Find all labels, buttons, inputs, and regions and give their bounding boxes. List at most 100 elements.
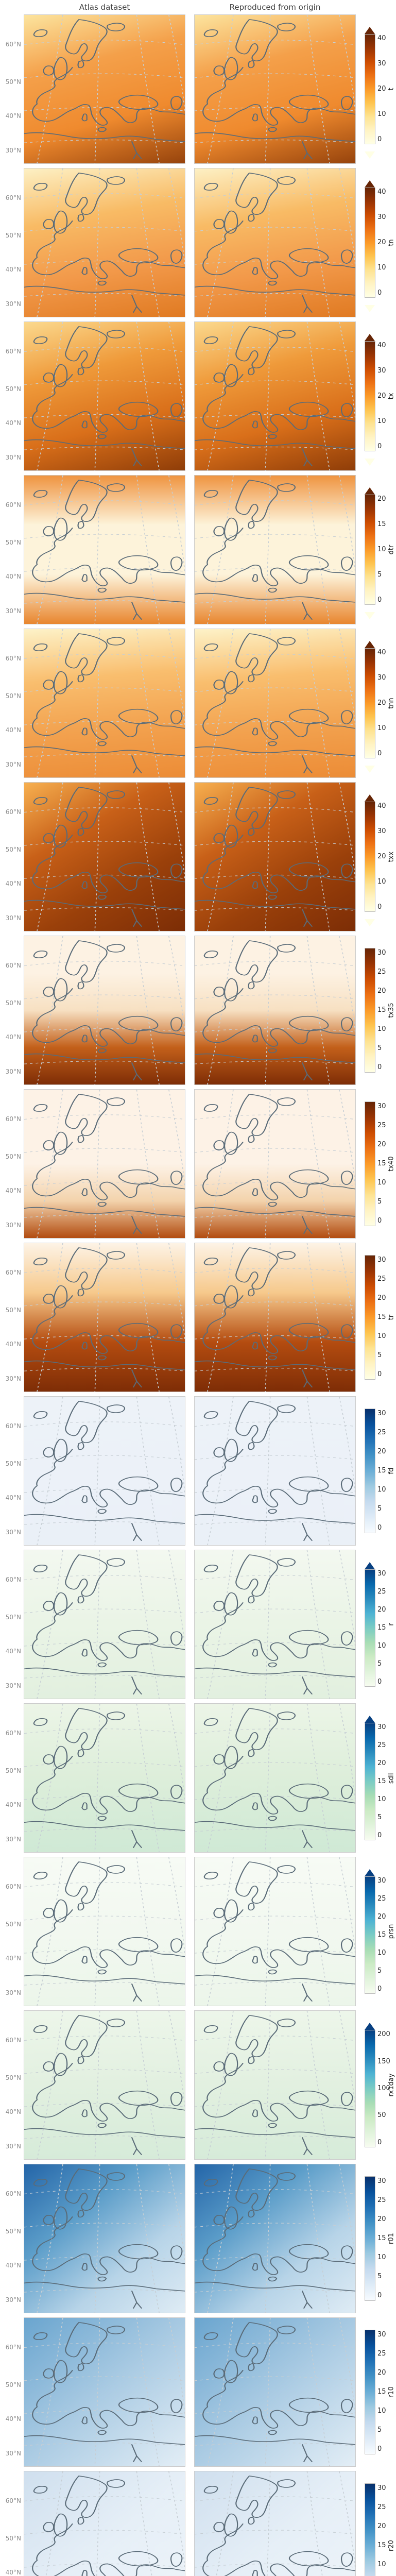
map-row: 60°N 50°N 40°N 30°N 0 5 10 15 20 25 30 r01 <box>0 2164 396 2317</box>
lat-tick-label: 30°N <box>5 607 21 615</box>
lat-tick-label: 30°N <box>5 453 21 461</box>
lat-tick-label: 50°N <box>5 845 21 853</box>
colorbar-bar <box>365 1255 375 1380</box>
colorbar-tick-label: 20 <box>377 239 386 246</box>
map-row: 60°N 50°N 40°N 30°N 0 5 10 15 20 25 30 tx35 <box>0 936 396 1089</box>
map-panel-atlas <box>24 168 185 317</box>
map-panel-atlas <box>24 1243 185 1392</box>
colorbar-variable-label: tnn <box>387 698 395 709</box>
map-panel-atlas <box>24 2471 185 2576</box>
latitude-axis: 60°N 50°N 40°N 30°N <box>0 1243 23 1392</box>
colorbar-tick-label: 25 <box>377 968 386 976</box>
europe-coastline-map <box>195 168 355 317</box>
map-panel-atlas <box>24 1550 185 1699</box>
colorbar-tick-label: 15 <box>377 2541 386 2549</box>
colorbar: 0 5 10 15 20 25 30 r <box>360 1550 396 1699</box>
colorbar-bar <box>365 2483 375 2576</box>
colorbar-tick-label: 10 <box>377 2253 386 2262</box>
lat-tick-label: 60°N <box>5 962 21 969</box>
map-panel-reproduced <box>194 1550 356 1699</box>
colorbar-tick-label: 25 <box>377 2196 386 2204</box>
colorbar-ticks: 0 5 10 15 20 25 30 <box>377 1396 391 1546</box>
colorbar-tick-label: 30 <box>377 2330 386 2338</box>
latitude-axis: 60°N 50°N 40°N 30°N <box>0 782 23 931</box>
europe-coastline-map <box>24 1704 185 1852</box>
colorbar-tick-label: 0 <box>377 289 382 297</box>
europe-coastline-map <box>195 936 355 1084</box>
colorbar-ticks: 0 5 10 15 20 25 30 <box>377 2317 391 2467</box>
colorbar-ticks: 0 10 20 30 40 <box>377 321 391 471</box>
colorbar-tick-label: 0 <box>377 443 382 451</box>
map-panel-reproduced <box>194 2317 356 2467</box>
map-panel-reproduced <box>194 629 356 778</box>
colorbar-tick-label: 25 <box>377 1895 386 1903</box>
colorbar-variable-label: fd <box>387 1467 395 1475</box>
map-panel-atlas <box>24 936 185 1085</box>
map-panel-reproduced <box>194 936 356 1085</box>
colorbar-variable-label: r01 <box>387 2233 395 2244</box>
colorbar: 0 50 100 150 200 rx1day <box>360 2010 396 2160</box>
colorbar-arrow-top <box>365 27 375 34</box>
colorbar-tick-label: 15 <box>377 1313 386 1321</box>
lat-tick-label: 60°N <box>5 1269 21 1276</box>
map-row: 60°N 50°N 40°N 30°N 0 5 10 15 20 25 30 tx40 <box>0 1089 396 1243</box>
europe-coastline-map <box>195 2318 355 2466</box>
lat-tick-label: 40°N <box>5 266 21 274</box>
colorbar-bar <box>365 1101 375 1226</box>
colorbar: 0 10 20 30 40 tx <box>360 321 396 471</box>
colorbar-tick-label: 40 <box>377 34 386 42</box>
lat-tick-label: 60°N <box>5 41 21 48</box>
colorbar-variable-label: dtr <box>387 545 395 555</box>
colorbar-tick-label: 0 <box>377 1677 382 1686</box>
map-rows: 60°N 50°N 40°N 30°N 0 10 20 30 40 t <box>0 14 396 2576</box>
lat-tick-label: 30°N <box>5 1067 21 1075</box>
colorbar-tick-label: 15 <box>377 1467 386 1475</box>
colorbar-bar <box>365 2176 375 2301</box>
map-panel-reproduced <box>194 2164 356 2313</box>
colorbar-bar <box>365 794 375 926</box>
colorbar: 0 10 20 30 40 tnn <box>360 629 396 778</box>
latitude-axis: 60°N 50°N 40°N 30°N <box>0 1703 23 1853</box>
lat-tick-label: 40°N <box>5 1033 21 1041</box>
latitude-axis: 60°N 50°N 40°N 30°N <box>0 168 23 317</box>
lat-tick-label: 40°N <box>5 573 21 581</box>
latitude-axis: 60°N 50°N 40°N 30°N <box>0 1089 23 1239</box>
map-panel-reproduced <box>194 14 356 164</box>
colorbar-tick-label: 5 <box>377 2273 382 2281</box>
map-panel-atlas <box>24 1396 185 1546</box>
colorbar-tick-label: 15 <box>377 1006 386 1014</box>
lat-tick-label: 60°N <box>5 2497 21 2504</box>
europe-coastline-map <box>195 2011 355 2159</box>
europe-coastline-map <box>24 1243 185 1392</box>
colorbar-tick-label: 30 <box>377 2177 386 2185</box>
latitude-axis: 60°N 50°N 40°N 30°N <box>0 2471 23 2576</box>
colorbar-tick-label: 10 <box>377 1948 386 1957</box>
lat-tick-label: 30°N <box>5 914 21 922</box>
colorbar-tick-label: 0 <box>377 903 382 911</box>
colorbar-tick-label: 30 <box>377 1256 386 1264</box>
colorbar-gradient <box>365 341 375 451</box>
lat-tick-label: 60°N <box>5 2190 21 2197</box>
colorbar-tick-label: 0 <box>377 1524 382 1532</box>
map-panel-reproduced <box>194 475 356 624</box>
colorbar-variable-label: t <box>387 88 395 91</box>
colorbar-tick-label: 200 <box>377 2030 390 2039</box>
colorbar-tick-label: 0 <box>377 596 382 604</box>
colorbar-tick-label: 20 <box>377 1294 386 1302</box>
europe-coastline-map <box>195 476 355 624</box>
colorbar-gradient <box>365 1723 375 1840</box>
colorbar-tick-label: 0 <box>377 2445 382 2453</box>
colorbar: 0 5 10 15 20 25 30 tx40 <box>360 1089 396 1239</box>
colorbar-ticks: 0 50 100 150 200 <box>377 2010 391 2160</box>
latitude-axis: 60°N 50°N 40°N 30°N <box>0 14 23 164</box>
europe-coastline-map <box>24 936 185 1084</box>
europe-coastline-map <box>24 168 185 317</box>
lat-tick-label: 50°N <box>5 231 21 239</box>
europe-coastline-map <box>24 1090 185 1238</box>
colorbar-gradient <box>365 948 375 1073</box>
colorbar-tick-label: 10 <box>377 110 386 118</box>
colorbar-tick-label: 5 <box>377 571 382 579</box>
map-panel-reproduced <box>194 782 356 931</box>
colorbar-variable-label: sdii <box>387 1772 395 1784</box>
